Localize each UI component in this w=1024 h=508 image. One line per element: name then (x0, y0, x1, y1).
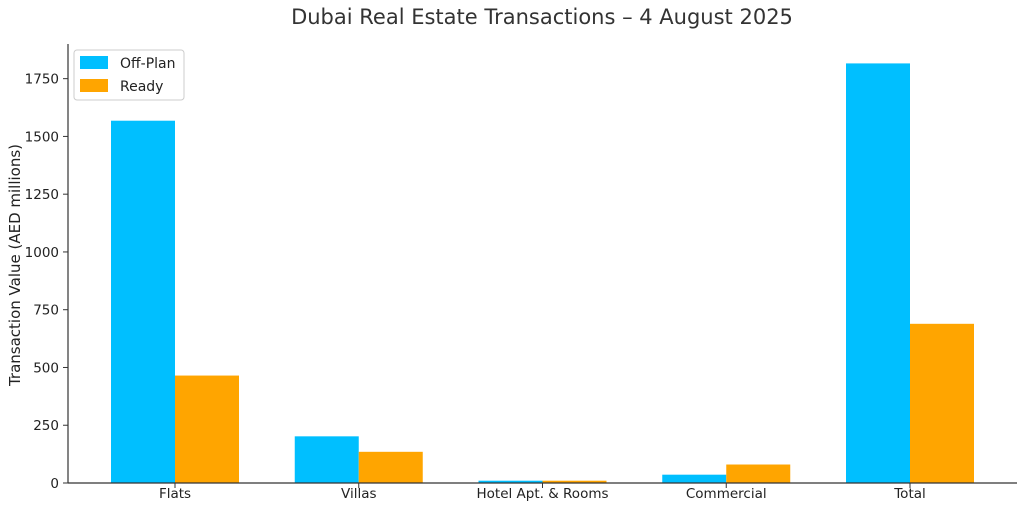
y-tick-label: 750 (33, 303, 59, 319)
y-axis-label: Transaction Value (AED millions) (6, 144, 24, 387)
y-ticks: 0 250 500 750 1000 1250 1500 1750 (25, 72, 68, 492)
legend: Off-Plan Ready (73, 49, 185, 101)
bar-off-plan-commercial (662, 474, 727, 483)
x-tick-label: Villas (341, 486, 377, 502)
bar-ready-total (910, 323, 974, 483)
x-tick-label: Hotel Apt. & Rooms (476, 486, 608, 502)
y-tick-label: 1250 (25, 187, 59, 203)
y-tick-label: 0 (50, 476, 59, 492)
x-ticks: Flats Villas Hotel Apt. & Rooms Commercial T… (159, 483, 926, 502)
y-tick-label: 250 (33, 418, 59, 434)
x-tick-label: Total (893, 486, 926, 502)
bar-ready-commercial (726, 464, 791, 483)
bar-off-plan-villas (294, 436, 359, 483)
bar-ready-hotel-apt-rooms (542, 480, 607, 483)
legend-label-off-plan: Off-Plan (120, 56, 176, 72)
x-tick-label: Flats (159, 486, 191, 502)
legend-swatch-off-plan (80, 56, 108, 69)
bar-off-plan-hotel-apt-rooms (478, 480, 543, 483)
bar-off-plan-total (846, 63, 910, 484)
y-tick-label: 1750 (25, 72, 59, 88)
y-tick-label: 500 (33, 360, 59, 376)
bar-ready-flats (175, 375, 239, 483)
x-tick-label: Commercial (686, 486, 767, 502)
y-tick-label: 1000 (25, 245, 59, 261)
legend-swatch-ready (80, 79, 108, 92)
bar-off-plan-flats (111, 120, 175, 483)
plot-area (111, 63, 974, 484)
bar-ready-villas (358, 451, 423, 483)
legend-label-ready: Ready (120, 79, 163, 95)
y-tick-label: 1500 (25, 129, 59, 145)
chart-title: Dubai Real Estate Transactions – 4 Augus… (291, 5, 793, 29)
